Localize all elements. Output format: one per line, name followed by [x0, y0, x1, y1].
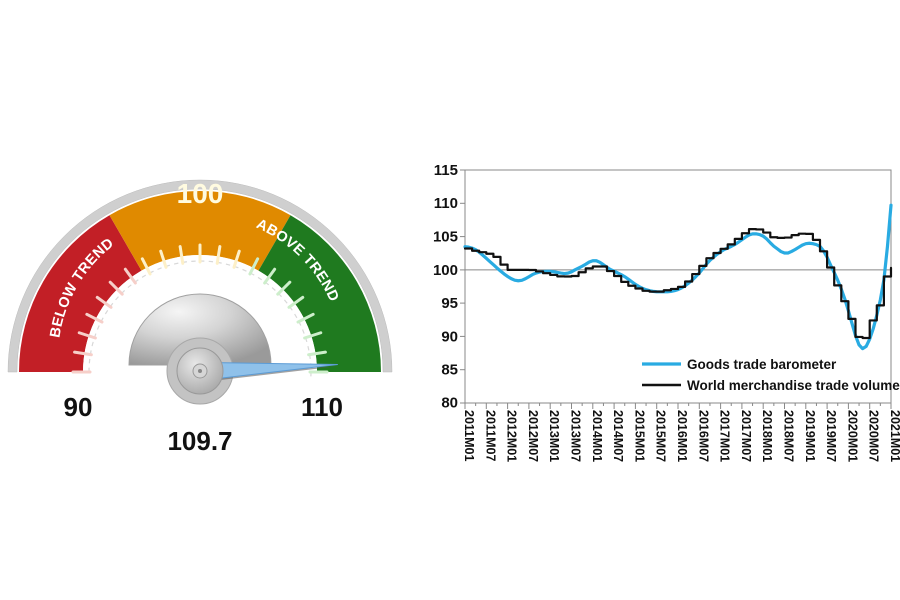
svg-text:2021M01: 2021M01 — [888, 410, 900, 462]
svg-text:90: 90 — [64, 392, 93, 422]
svg-text:2020M01: 2020M01 — [845, 410, 859, 462]
svg-text:2019M01: 2019M01 — [803, 410, 817, 462]
svg-text:2012M07: 2012M07 — [526, 410, 540, 462]
svg-text:World merchandise trade volume: World merchandise trade volume — [687, 378, 900, 393]
svg-text:80: 80 — [441, 395, 458, 412]
svg-text:2015M07: 2015M07 — [654, 410, 668, 462]
svg-text:85: 85 — [441, 362, 458, 379]
svg-text:110: 110 — [434, 195, 458, 212]
svg-text:2014M01: 2014M01 — [590, 410, 604, 462]
svg-text:2015M01: 2015M01 — [632, 410, 646, 462]
svg-text:2019M07: 2019M07 — [824, 410, 838, 462]
svg-text:115: 115 — [434, 162, 458, 179]
svg-text:2013M07: 2013M07 — [569, 410, 583, 462]
svg-text:2020M07: 2020M07 — [867, 410, 881, 462]
svg-text:2011M01: 2011M01 — [462, 410, 476, 461]
svg-text:100: 100 — [433, 262, 458, 279]
svg-text:2012M01: 2012M01 — [505, 410, 519, 462]
svg-text:105: 105 — [433, 228, 458, 245]
svg-text:2013M01: 2013M01 — [547, 410, 561, 462]
svg-text:2016M07: 2016M07 — [696, 410, 710, 462]
svg-text:2016M01: 2016M01 — [675, 410, 689, 462]
svg-text:Goods trade barometer: Goods trade barometer — [687, 357, 837, 372]
svg-text:95: 95 — [441, 295, 458, 312]
svg-text:2017M07: 2017M07 — [739, 410, 753, 462]
svg-text:110: 110 — [301, 392, 343, 422]
svg-text:100: 100 — [177, 178, 224, 209]
svg-text:2018M01: 2018M01 — [760, 410, 774, 462]
svg-text:2011M07: 2011M07 — [483, 410, 497, 461]
svg-text:2014M07: 2014M07 — [611, 410, 625, 462]
svg-text:90: 90 — [441, 328, 458, 345]
svg-text:2017M01: 2017M01 — [718, 410, 732, 462]
svg-text:2018M07: 2018M07 — [782, 410, 796, 462]
